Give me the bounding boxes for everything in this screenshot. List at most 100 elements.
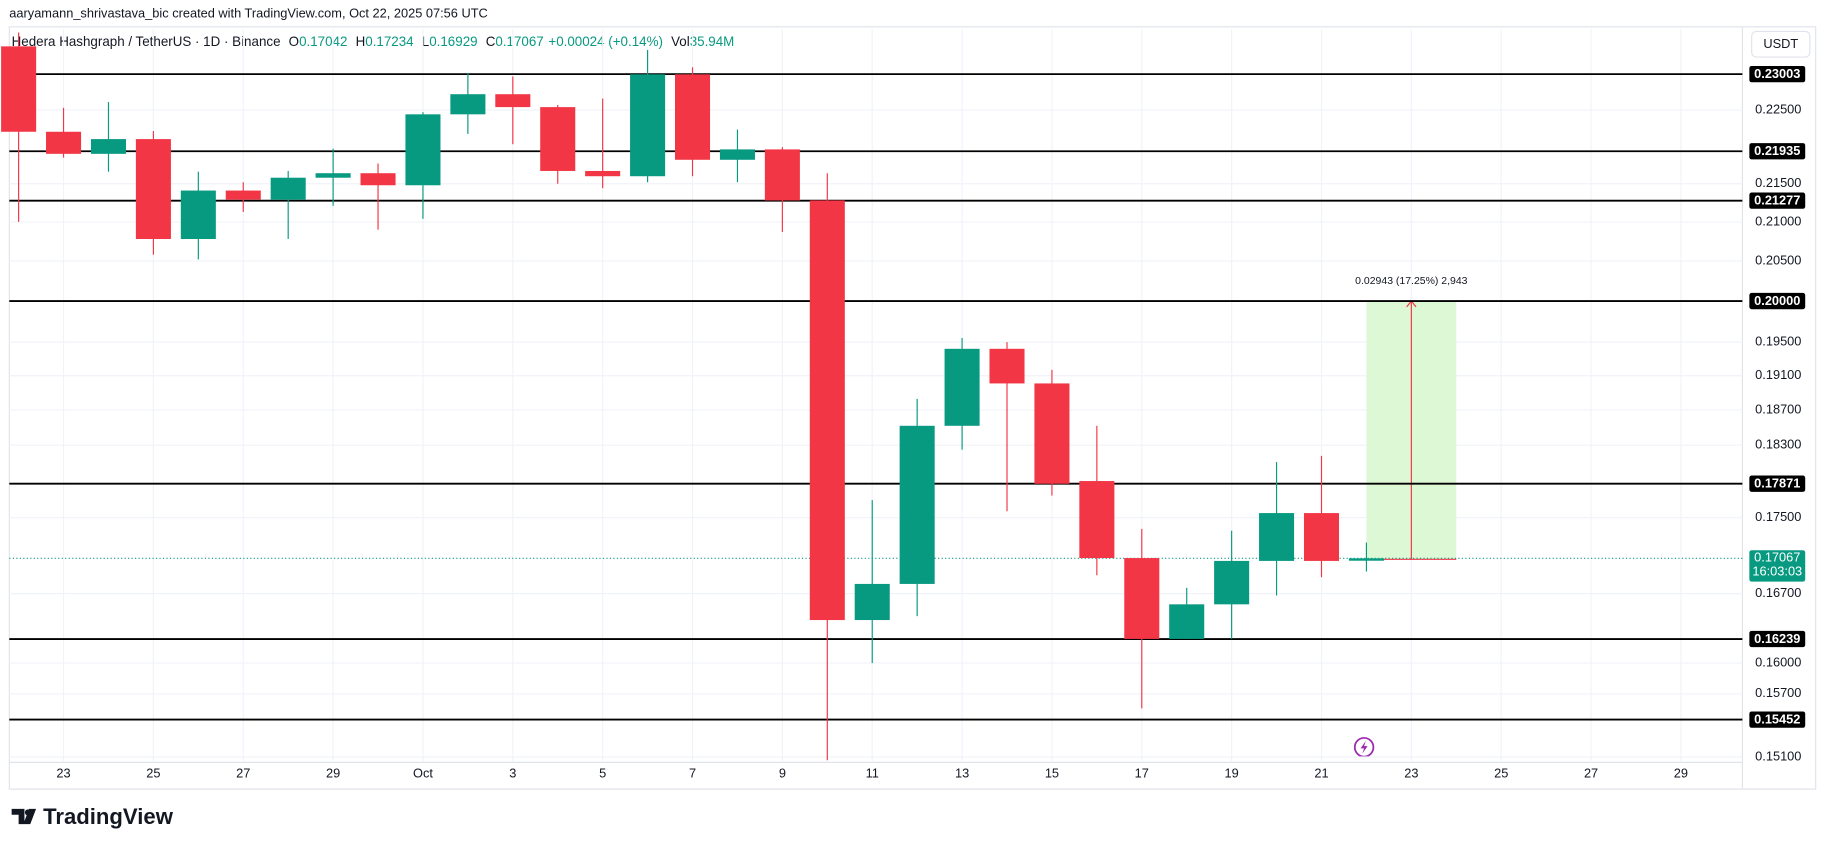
level-label: 0.21277 <box>1754 193 1800 208</box>
x-tick-label: 9 <box>779 765 786 780</box>
level-label-box <box>1749 65 1806 83</box>
x-tick-label: 3 <box>509 765 516 780</box>
x-tick-label: 25 <box>146 765 160 780</box>
header-part: +0.00024 (+0.14%) <box>548 33 663 48</box>
x-tick-label: 27 <box>236 765 250 780</box>
level-label-box <box>1749 292 1806 310</box>
candle-body <box>180 190 216 240</box>
candle-body <box>360 173 396 186</box>
header-part: 0.16929 <box>429 33 477 48</box>
x-tick-label: 19 <box>1225 765 1239 780</box>
level-label: 0.20000 <box>1754 293 1800 308</box>
candle-body <box>1214 560 1250 605</box>
header-part: C <box>486 33 496 48</box>
candle-body <box>90 139 126 154</box>
x-tick-label: 21 <box>1314 765 1328 780</box>
y-tick-label: 0.22500 <box>1755 101 1801 116</box>
candle-body <box>1124 558 1160 639</box>
x-tick-label: 5 <box>599 765 606 780</box>
countdown-label: 16:03:03 <box>1752 564 1802 579</box>
x-tick-label: 13 <box>955 765 969 780</box>
level-label: 0.16239 <box>1754 631 1800 646</box>
header-part: 0.17042 <box>299 33 347 48</box>
candle-body <box>1303 513 1340 561</box>
currency-button[interactable] <box>1751 30 1811 58</box>
x-tick-label: 15 <box>1045 765 1059 780</box>
level-label-box <box>1749 143 1806 160</box>
x-tick-label: 17 <box>1135 765 1149 780</box>
level-label-box <box>1749 711 1806 728</box>
level-label: 0.21935 <box>1754 143 1800 158</box>
brand-dot <box>24 809 31 816</box>
level-label-box <box>1749 630 1806 648</box>
candle-body <box>854 583 890 621</box>
y-tick-label: 0.18300 <box>1755 437 1801 452</box>
y-tick-label: 0.16000 <box>1755 654 1801 669</box>
x-tick-label: 23 <box>1404 765 1418 780</box>
level-label: 0.17871 <box>1754 476 1800 491</box>
candle-body <box>450 94 486 115</box>
brand-name: TradingView <box>43 804 174 829</box>
candle-body <box>225 190 261 200</box>
credit: aaryamann_shrivastava_bic created with T… <box>9 5 487 20</box>
candle-body <box>1348 558 1384 561</box>
x-tick-label: 27 <box>1584 765 1598 780</box>
x-tick-label: 25 <box>1494 765 1508 780</box>
y-tick-label: 0.20500 <box>1755 252 1801 267</box>
y-tick-label: 0.21500 <box>1755 175 1801 190</box>
level-label: 0.23003 <box>1754 66 1800 81</box>
x-tick-label: Oct <box>413 765 433 780</box>
header-part: L <box>422 33 429 48</box>
candle-body <box>1034 383 1070 484</box>
symbol-header: Hedera Hashgraph / TetherUS · 1D · Binan… <box>12 33 735 48</box>
brand-logo: TradingView <box>11 804 174 829</box>
candle-body <box>46 131 82 154</box>
x-tick-label: 7 <box>689 765 696 780</box>
currency-label[interactable]: USDT <box>1763 36 1798 51</box>
y-tick-label: 0.19100 <box>1755 367 1801 382</box>
candle-body <box>944 348 980 426</box>
y-tick-label: 0.15700 <box>1755 685 1801 700</box>
candle-body <box>1079 481 1115 559</box>
candle-body <box>1259 513 1295 561</box>
header-part: 0.17067 <box>495 33 543 48</box>
y-tick-label: 0.16700 <box>1755 585 1801 600</box>
header-part: 0.17234 <box>365 33 414 48</box>
candle-body <box>675 74 711 160</box>
header-part: H <box>356 33 366 48</box>
candle-body <box>540 107 576 171</box>
header-part: 35.94M <box>690 33 735 48</box>
level-label-box <box>1749 475 1806 492</box>
x-tick-label: 29 <box>326 765 340 780</box>
candle-body <box>495 94 531 108</box>
y-tick-label: 0.19500 <box>1755 334 1801 349</box>
candle-body <box>1169 604 1205 639</box>
candle-body <box>719 149 755 160</box>
x-tick-label: 29 <box>1674 765 1688 780</box>
candle-body <box>135 139 171 240</box>
candle-body <box>989 348 1025 384</box>
candle-body <box>315 173 351 178</box>
last-price-box <box>1749 550 1806 582</box>
candle-body <box>764 149 800 201</box>
last-price-label: 0.17067 <box>1754 550 1800 565</box>
candle-body <box>899 425 935 584</box>
y-tick-label: 0.17500 <box>1755 509 1801 524</box>
level-label: 0.15452 <box>1754 712 1800 727</box>
candle-body <box>1 46 37 132</box>
alert-bolt[interactable] <box>1360 740 1368 754</box>
x-tick-label: 11 <box>866 765 879 780</box>
header-part: Hedera Hashgraph / TetherUS · 1D · Binan… <box>12 33 281 48</box>
candle-body <box>809 200 845 621</box>
candle-body <box>405 114 441 186</box>
candle-body <box>630 74 666 177</box>
header-part: O <box>289 33 299 48</box>
measure-label: 0.02943 (17.25%) 2,943 <box>1355 276 1468 287</box>
plot-frame <box>8 26 1817 790</box>
y-tick-label: 0.21000 <box>1755 213 1801 228</box>
y-tick-label: 0.15100 <box>1755 748 1801 763</box>
candle-body <box>270 177 306 200</box>
y-tick-label: 0.18700 <box>1755 401 1801 416</box>
